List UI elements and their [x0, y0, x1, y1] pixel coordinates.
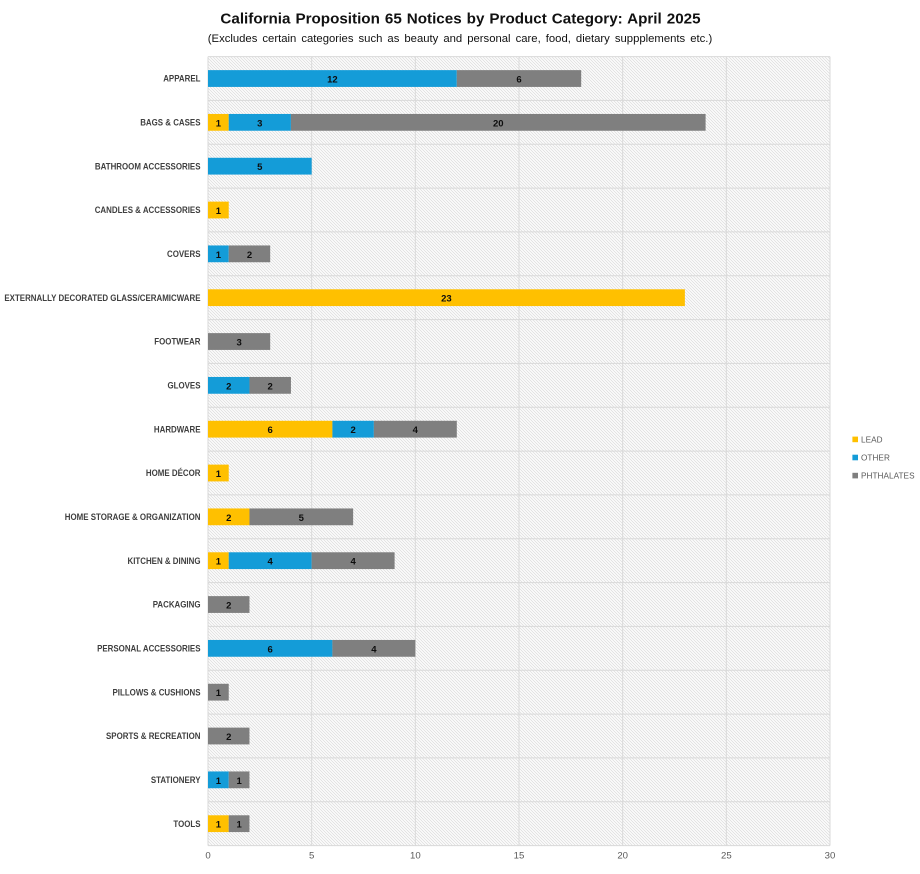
svg-text:6: 6	[268, 425, 273, 436]
svg-text:PHTHALATES: PHTHALATES	[861, 472, 915, 481]
svg-text:2: 2	[226, 600, 231, 611]
svg-text:EXTERNALLY DECORATED GLASS/CER: EXTERNALLY DECORATED GLASS/CERAMICWARE	[4, 293, 200, 303]
svg-text:2: 2	[226, 513, 231, 524]
svg-text:KITCHEN & DINING: KITCHEN & DINING	[128, 556, 201, 566]
svg-text:HOME STORAGE & ORGANIZATION: HOME STORAGE & ORGANIZATION	[65, 512, 201, 522]
svg-text:1: 1	[216, 776, 222, 787]
svg-text:4: 4	[371, 644, 377, 655]
svg-text:BATHROOM ACCESSORIES: BATHROOM ACCESSORIES	[95, 161, 201, 171]
svg-text:PERSONAL ACCESSORIES: PERSONAL ACCESSORIES	[97, 643, 200, 653]
svg-text:20: 20	[617, 850, 628, 861]
svg-text:1: 1	[216, 206, 222, 217]
svg-text:6: 6	[268, 644, 273, 655]
svg-text:5: 5	[299, 513, 305, 524]
svg-text:4: 4	[413, 425, 419, 436]
svg-text:1: 1	[216, 820, 222, 831]
svg-text:20: 20	[493, 118, 504, 129]
svg-text:1: 1	[216, 557, 222, 568]
svg-text:2: 2	[247, 250, 252, 261]
svg-text:HARDWARE: HARDWARE	[154, 424, 201, 434]
svg-text:4: 4	[268, 557, 274, 568]
svg-text:1: 1	[216, 250, 222, 261]
svg-text:APPAREL: APPAREL	[163, 74, 201, 84]
svg-text:PACKAGING: PACKAGING	[153, 600, 201, 610]
svg-text:30: 30	[825, 850, 836, 861]
svg-text:12: 12	[327, 74, 338, 85]
svg-text:FOOTWEAR: FOOTWEAR	[154, 337, 201, 347]
svg-text:LEAD: LEAD	[861, 435, 883, 444]
svg-text:OTHER: OTHER	[861, 453, 890, 462]
svg-text:2: 2	[350, 425, 355, 436]
svg-text:TOOLS: TOOLS	[173, 819, 200, 829]
svg-text:PILLOWS & CUSHIONS: PILLOWS & CUSHIONS	[113, 687, 201, 697]
svg-text:GLOVES: GLOVES	[168, 380, 201, 390]
svg-text:BAGS & CASES: BAGS & CASES	[140, 117, 200, 127]
svg-text:25: 25	[721, 850, 732, 861]
svg-text:5: 5	[257, 162, 263, 173]
svg-text:0: 0	[205, 850, 210, 861]
svg-text:4: 4	[350, 557, 356, 568]
svg-text:1: 1	[216, 688, 222, 699]
svg-text:3: 3	[257, 118, 262, 129]
svg-text:1: 1	[236, 820, 242, 831]
svg-text:3: 3	[236, 337, 241, 348]
svg-text:2: 2	[226, 381, 231, 392]
svg-text:HOME DÉCOR: HOME DÉCOR	[146, 468, 201, 478]
svg-text:SPORTS & RECREATION: SPORTS & RECREATION	[106, 731, 201, 741]
svg-text:1: 1	[216, 469, 222, 480]
svg-text:CANDLES & ACCESSORIES: CANDLES & ACCESSORIES	[95, 205, 201, 215]
svg-text:1: 1	[236, 776, 242, 787]
svg-text:5: 5	[309, 850, 314, 861]
svg-text:2: 2	[226, 732, 231, 743]
svg-text:1: 1	[216, 118, 222, 129]
svg-text:COVERS: COVERS	[167, 249, 201, 259]
svg-text:2: 2	[268, 381, 273, 392]
svg-text:23: 23	[441, 294, 452, 305]
svg-text:10: 10	[410, 850, 421, 861]
svg-text:California Proposition 65 Noti: California Proposition 65 Notices by Pro…	[220, 11, 701, 28]
svg-text:15: 15	[514, 850, 525, 861]
svg-text:6: 6	[516, 74, 521, 85]
svg-text:STATIONERY: STATIONERY	[151, 775, 201, 785]
svg-text:(Excludes certain categories s: (Excludes certain categories such as bea…	[208, 33, 713, 45]
